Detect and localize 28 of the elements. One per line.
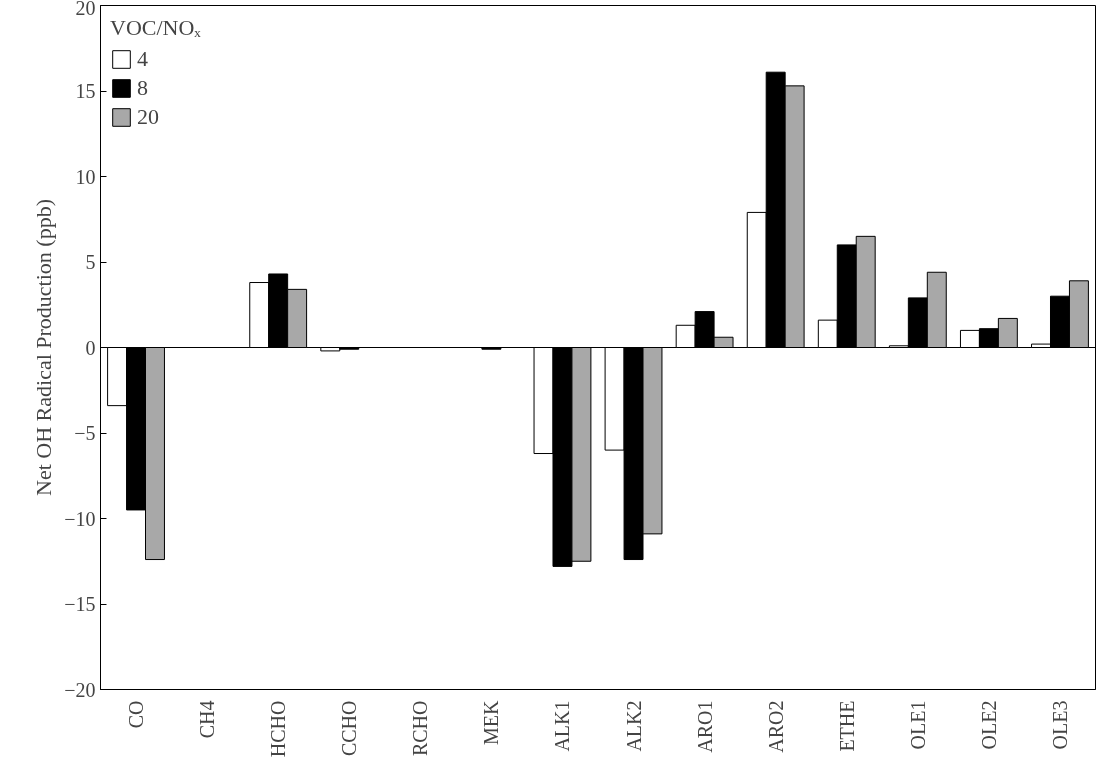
legend-label: 20 (137, 104, 159, 130)
x-tick-label: OLE2 (977, 700, 1000, 750)
y-tick-label: 20 (75, 0, 96, 19)
x-tick-label: ARO2 (764, 700, 787, 753)
y-tick-label: 10 (75, 165, 96, 188)
x-tick-label: HCHO (267, 700, 290, 758)
x-tick-label: CH4 (196, 700, 219, 739)
legend-title: VOC/NOₓ (110, 15, 201, 41)
x-tick-label: OLE3 (1048, 700, 1071, 750)
x-tick-label: ALK2 (622, 700, 645, 752)
x-tick-label: RCHO (409, 700, 432, 757)
x-tick-label: OLE1 (906, 700, 929, 750)
x-tick-label: CO (125, 700, 148, 729)
x-tick-label: ALK1 (551, 700, 574, 752)
legend-label: 4 (137, 46, 149, 72)
y-tick-label: −20 (64, 678, 96, 701)
x-tick-label: MEK (480, 699, 503, 745)
y-tick-label: 0 (85, 336, 96, 359)
x-tick-label: ETHE (835, 700, 858, 752)
legend-label: 8 (137, 75, 149, 101)
y-tick-label: 15 (75, 80, 96, 102)
y-tick-label: −5 (74, 422, 96, 444)
x-tick-label: CCHO (338, 700, 361, 757)
y-tick-label: −15 (64, 593, 96, 615)
y-tick-label: 5 (85, 251, 96, 273)
y-tick-label: −10 (64, 507, 96, 530)
y-axis-title: Net OH Radical Production (ppb) (31, 199, 57, 496)
x-tick-label: ARO1 (693, 700, 716, 753)
